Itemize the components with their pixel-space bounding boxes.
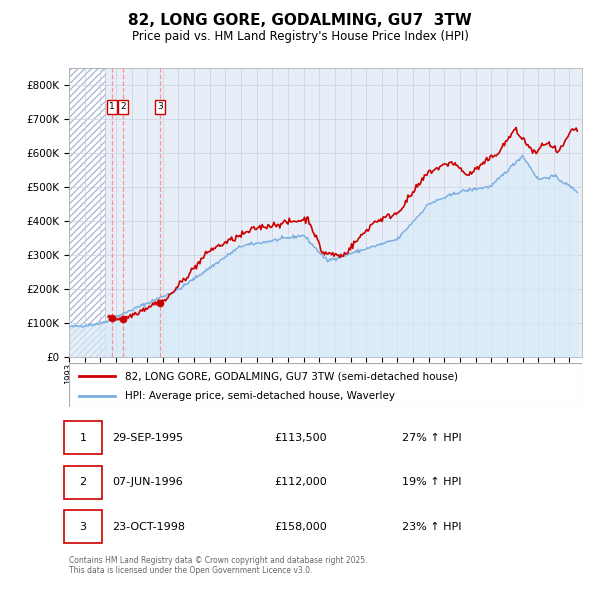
Text: 1: 1 bbox=[109, 103, 115, 112]
FancyBboxPatch shape bbox=[69, 363, 582, 407]
Text: 1: 1 bbox=[80, 433, 86, 442]
Bar bbox=[69, 68, 105, 357]
Text: 82, LONG GORE, GODALMING, GU7 3TW (semi-detached house): 82, LONG GORE, GODALMING, GU7 3TW (semi-… bbox=[125, 371, 458, 381]
FancyBboxPatch shape bbox=[64, 510, 103, 543]
Text: £113,500: £113,500 bbox=[274, 433, 327, 442]
Text: £158,000: £158,000 bbox=[274, 522, 327, 532]
Text: 29-SEP-1995: 29-SEP-1995 bbox=[113, 433, 184, 442]
FancyBboxPatch shape bbox=[64, 421, 103, 454]
Text: £112,000: £112,000 bbox=[274, 477, 327, 487]
Text: 82, LONG GORE, GODALMING, GU7  3TW: 82, LONG GORE, GODALMING, GU7 3TW bbox=[128, 13, 472, 28]
Text: 2: 2 bbox=[80, 477, 86, 487]
Text: Price paid vs. HM Land Registry's House Price Index (HPI): Price paid vs. HM Land Registry's House … bbox=[131, 30, 469, 43]
Text: 3: 3 bbox=[157, 103, 163, 112]
Text: 27% ↑ HPI: 27% ↑ HPI bbox=[403, 433, 462, 442]
Text: Contains HM Land Registry data © Crown copyright and database right 2025.
This d: Contains HM Land Registry data © Crown c… bbox=[69, 556, 367, 575]
Text: HPI: Average price, semi-detached house, Waverley: HPI: Average price, semi-detached house,… bbox=[125, 391, 395, 401]
Text: 23-OCT-1998: 23-OCT-1998 bbox=[113, 522, 185, 532]
Text: 23% ↑ HPI: 23% ↑ HPI bbox=[403, 522, 462, 532]
Text: 3: 3 bbox=[80, 522, 86, 532]
Text: 2: 2 bbox=[120, 103, 125, 112]
FancyBboxPatch shape bbox=[64, 466, 103, 499]
Text: 19% ↑ HPI: 19% ↑ HPI bbox=[403, 477, 462, 487]
Text: 07-JUN-1996: 07-JUN-1996 bbox=[113, 477, 184, 487]
